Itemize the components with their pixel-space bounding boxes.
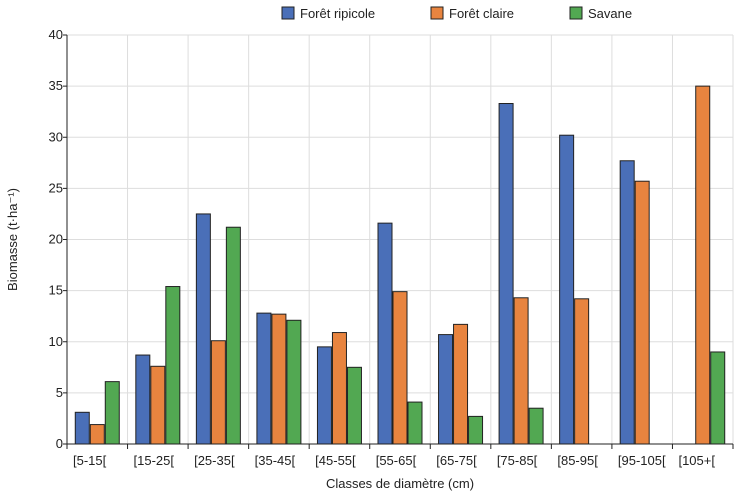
x-axis-title: Classes de diamètre (cm) — [326, 476, 474, 491]
bar-foret-claire-10 — [695, 85, 711, 445]
bar-savane-3 — [286, 319, 302, 445]
bar-foret-claire-6 — [453, 323, 469, 445]
bar-savane-1 — [165, 286, 181, 445]
x-tick-label: [105+[ — [678, 453, 715, 468]
y-tick-label: 0 — [56, 436, 63, 451]
x-tick-label: [65-75[ — [436, 453, 477, 468]
bar-foret-claire-0 — [89, 424, 105, 445]
y-tick-label: 10 — [49, 334, 63, 349]
y-tick-label: 20 — [49, 232, 63, 247]
bar-foret-ripicole-6 — [438, 334, 454, 445]
legend-swatch-foret-ripicole — [281, 6, 295, 20]
x-tick-label: [55-65[ — [376, 453, 417, 468]
y-axis-title: Biomasse (t·ha⁻¹) — [5, 188, 20, 291]
grid-lines — [66, 34, 734, 444]
bar-savane-4 — [346, 366, 362, 445]
bar-foret-ripicole-3 — [256, 312, 272, 445]
bar-foret-ripicole-9 — [619, 160, 635, 445]
bar-foret-claire-5 — [392, 291, 408, 445]
x-tick-label: [5-15[ — [73, 453, 107, 468]
bar-foret-ripicole-8 — [559, 134, 575, 445]
bar-savane-2 — [225, 226, 241, 445]
bars — [74, 85, 726, 445]
y-tick-label: 5 — [56, 385, 63, 400]
axes — [63, 34, 734, 449]
bar-foret-ripicole-1 — [135, 354, 151, 445]
legend-label-savane: Savane — [588, 6, 632, 21]
x-tick-label: [45-55[ — [315, 453, 356, 468]
legend-label-foret-claire: Forêt claire — [449, 6, 514, 21]
bar-foret-claire-4 — [331, 332, 347, 445]
y-tick-label: 35 — [49, 78, 63, 93]
y-tick-label: 15 — [49, 283, 63, 298]
bar-savane-0 — [104, 381, 120, 445]
x-tick-label: [75-85[ — [497, 453, 538, 468]
legend-swatch-savane — [569, 6, 583, 20]
bar-foret-ripicole-5 — [377, 222, 393, 445]
bar-savane-5 — [407, 401, 423, 445]
y-tick-label: 30 — [49, 129, 63, 144]
bar-foret-claire-8 — [574, 298, 590, 445]
bar-foret-claire-3 — [271, 313, 287, 445]
legend-swatch-foret-claire — [430, 6, 444, 20]
y-tick-label: 25 — [49, 180, 63, 195]
y-tick-label: 40 — [49, 27, 63, 42]
bar-savane-6 — [468, 415, 484, 445]
legend: Forêt ripicole Forêt claire Savane — [281, 6, 632, 21]
x-tick-label: [95-105[ — [618, 453, 666, 468]
x-tick-label: [35-45[ — [255, 453, 296, 468]
bar-foret-ripicole-7 — [498, 103, 514, 445]
bar-foret-claire-2 — [210, 340, 226, 445]
bar-foret-ripicole-0 — [74, 411, 90, 445]
x-tick-label: [15-25[ — [134, 453, 175, 468]
bar-foret-claire-1 — [150, 365, 166, 445]
bar-foret-claire-9 — [634, 180, 650, 445]
bar-savane-10 — [710, 351, 726, 445]
x-tick-label: [25-35[ — [194, 453, 235, 468]
bar-foret-ripicole-4 — [316, 346, 332, 445]
legend-label-foret-ripicole: Forêt ripicole — [300, 6, 375, 21]
bar-savane-7 — [528, 407, 544, 445]
x-tick-label: [85-95[ — [557, 453, 598, 468]
bar-foret-claire-7 — [513, 297, 529, 445]
x-tick-labels: [5-15[ [15-25[ [25-35[ [35-45[ [45-55[ [55-65… — [73, 453, 715, 468]
y-tick-labels: 0 5 10 15 20 25 30 35 40 — [49, 27, 63, 451]
bar-foret-ripicole-2 — [195, 213, 211, 445]
